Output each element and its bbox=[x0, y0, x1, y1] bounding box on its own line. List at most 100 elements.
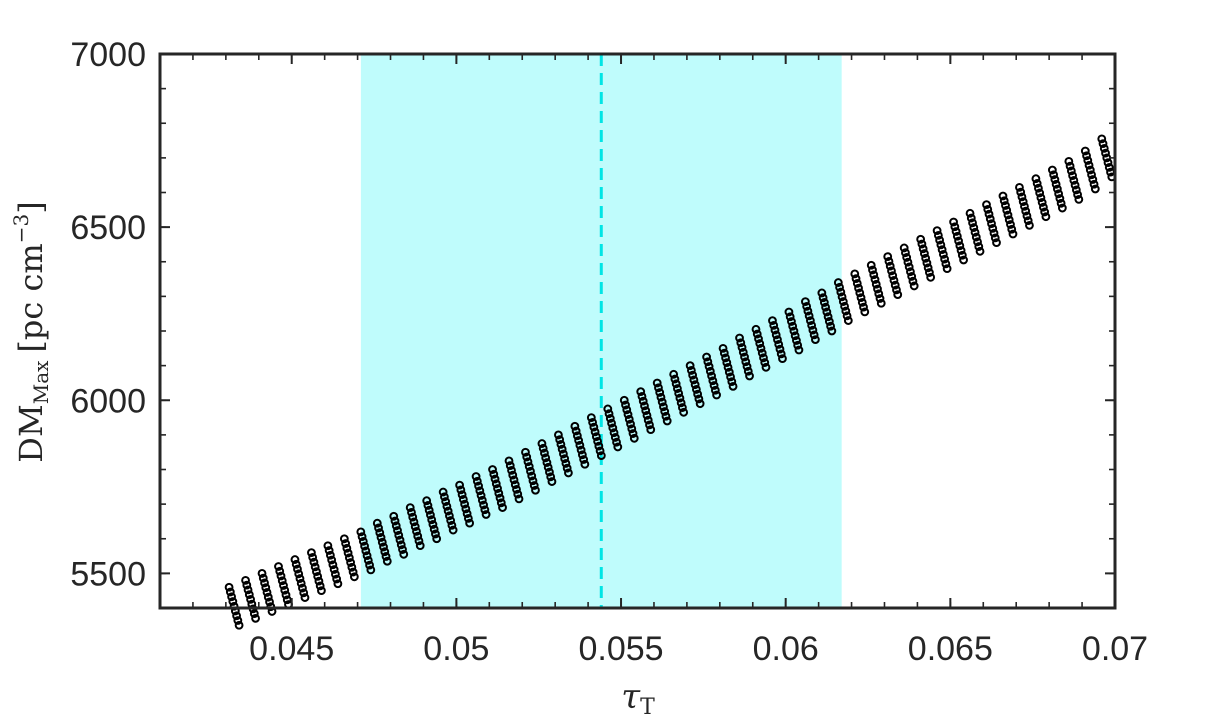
data-point bbox=[380, 547, 390, 557]
data-point bbox=[363, 555, 373, 565]
data-point bbox=[374, 523, 383, 533]
data-point bbox=[379, 542, 388, 552]
data-point bbox=[835, 282, 844, 292]
data-point bbox=[935, 235, 945, 245]
data-point bbox=[393, 526, 402, 535]
data-point bbox=[966, 213, 976, 223]
data-point bbox=[590, 427, 600, 437]
data-point bbox=[394, 530, 404, 540]
data-point bbox=[260, 578, 269, 588]
data-point bbox=[793, 340, 803, 350]
data-point bbox=[510, 480, 520, 490]
data-point bbox=[1073, 190, 1082, 200]
data-point bbox=[857, 298, 867, 307]
data-point bbox=[488, 465, 497, 474]
data-point bbox=[899, 243, 909, 253]
data-point bbox=[660, 407, 670, 416]
data-point bbox=[794, 345, 804, 355]
data-point bbox=[860, 307, 870, 317]
data-point bbox=[440, 492, 449, 502]
data-point bbox=[431, 529, 440, 539]
data-point bbox=[955, 241, 965, 251]
data-point bbox=[670, 374, 680, 384]
data-point bbox=[1047, 165, 1057, 175]
data-point bbox=[1070, 180, 1080, 190]
x-axis-label-symbol: τ bbox=[621, 677, 641, 717]
data-point bbox=[509, 475, 519, 485]
data-point bbox=[1071, 185, 1081, 195]
data-point bbox=[871, 279, 881, 289]
data-point bbox=[249, 609, 259, 618]
data-point bbox=[1032, 179, 1042, 188]
data-point bbox=[655, 388, 665, 397]
data-point bbox=[275, 566, 285, 576]
data-point bbox=[545, 467, 554, 477]
data-point bbox=[669, 369, 679, 379]
data-point bbox=[984, 209, 994, 219]
data-point bbox=[415, 541, 425, 551]
data-point bbox=[574, 436, 584, 445]
data-point bbox=[695, 399, 705, 409]
data-point bbox=[689, 375, 699, 385]
data-point bbox=[443, 506, 453, 516]
data-point bbox=[892, 285, 901, 295]
data-point bbox=[282, 595, 292, 605]
data-point bbox=[909, 281, 919, 291]
data-point bbox=[810, 335, 820, 345]
data-point bbox=[496, 498, 506, 508]
data-point bbox=[888, 271, 898, 281]
data-point bbox=[679, 407, 689, 417]
ticks-layer bbox=[159, 53, 1116, 609]
data-point bbox=[922, 258, 932, 268]
data-point bbox=[942, 264, 952, 274]
data-point bbox=[636, 387, 646, 397]
data-point bbox=[347, 562, 357, 572]
data-point bbox=[968, 218, 977, 228]
data-point bbox=[228, 597, 238, 606]
data-point bbox=[446, 516, 456, 525]
data-point bbox=[293, 564, 302, 574]
data-point bbox=[941, 259, 951, 269]
data-point bbox=[1049, 170, 1059, 180]
data-point bbox=[645, 420, 654, 430]
x-tick-label: 0.045 bbox=[249, 630, 334, 668]
data-point bbox=[807, 320, 817, 330]
data-point bbox=[1051, 179, 1061, 189]
data-point bbox=[694, 394, 704, 404]
data-point bbox=[693, 389, 703, 399]
data-point bbox=[1039, 202, 1048, 212]
data-point bbox=[489, 469, 499, 479]
data-point bbox=[808, 325, 818, 335]
data-point bbox=[866, 260, 876, 270]
data-point bbox=[840, 301, 849, 311]
data-point bbox=[408, 512, 418, 522]
data-point bbox=[773, 335, 782, 345]
data-point bbox=[325, 550, 335, 560]
data-point bbox=[741, 357, 751, 367]
data-point bbox=[987, 219, 996, 229]
data-point bbox=[281, 590, 291, 600]
data-point bbox=[817, 288, 827, 298]
data-point bbox=[990, 233, 1000, 243]
data-point bbox=[422, 496, 432, 506]
data-point bbox=[893, 290, 903, 300]
data-point bbox=[800, 297, 810, 307]
data-point bbox=[1103, 158, 1113, 168]
data-point bbox=[685, 361, 695, 371]
data-point bbox=[572, 431, 582, 441]
data-point bbox=[802, 301, 812, 311]
data-point bbox=[504, 456, 514, 466]
data-point bbox=[339, 534, 349, 544]
data-point bbox=[528, 476, 538, 486]
data-point bbox=[957, 250, 967, 260]
data-point bbox=[998, 191, 1008, 201]
x-tick-label: 0.06 bbox=[753, 630, 819, 668]
data-point bbox=[251, 613, 260, 623]
data-point bbox=[826, 321, 835, 331]
data-point bbox=[328, 560, 338, 570]
data-point bbox=[999, 196, 1009, 206]
data-point bbox=[427, 515, 437, 525]
data-point bbox=[654, 383, 663, 393]
data-point bbox=[512, 484, 521, 494]
data-point bbox=[985, 214, 995, 224]
